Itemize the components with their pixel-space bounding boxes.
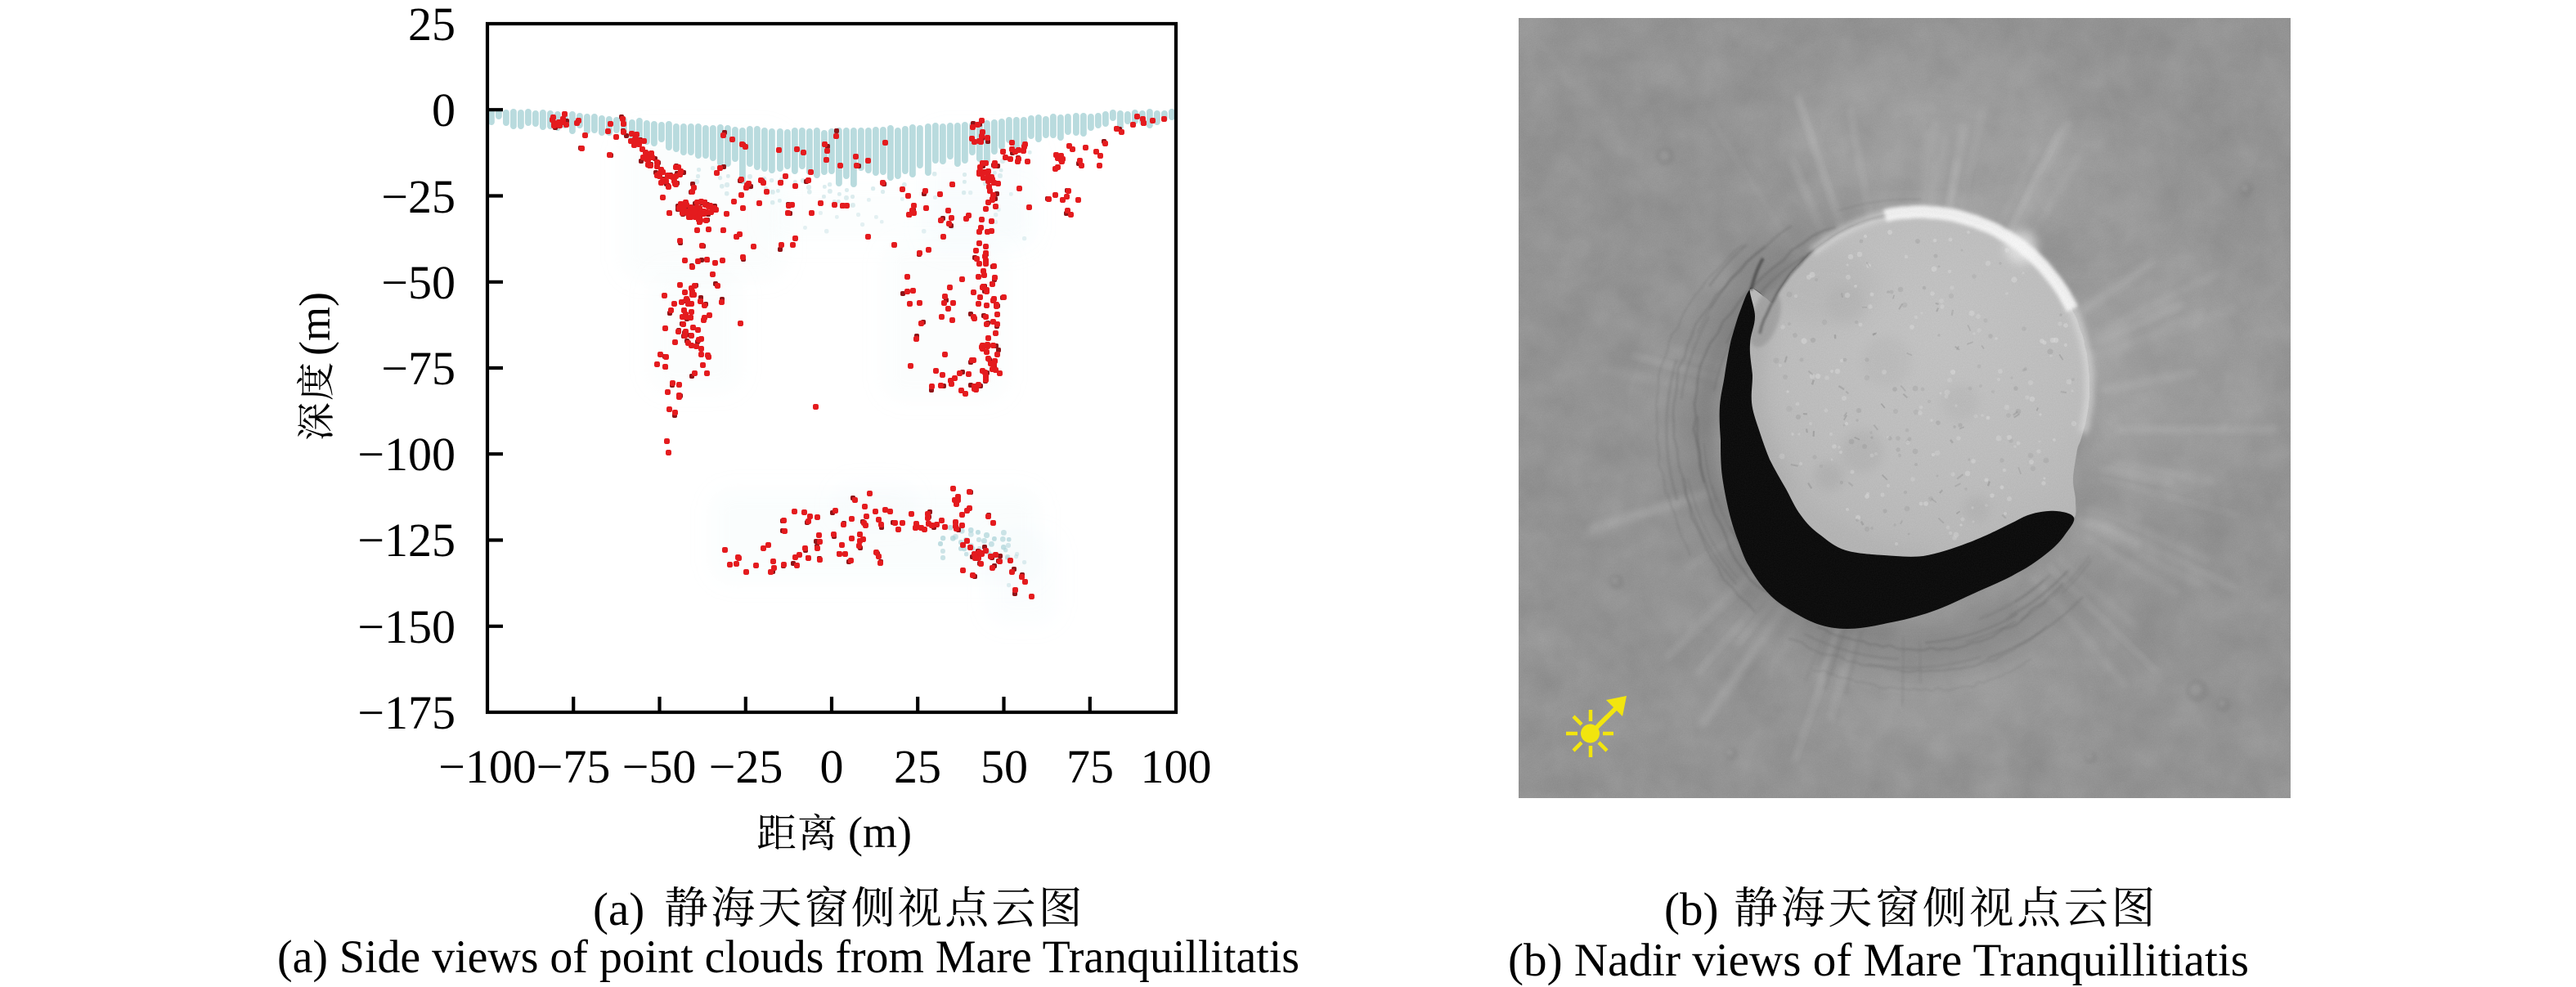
svg-text:(m): (m) <box>290 292 339 356</box>
svg-text:(a) Side views of point clouds: (a) Side views of point clouds from Mare… <box>277 931 1299 983</box>
svg-text:0: 0 <box>432 83 456 137</box>
svg-text:−150: −150 <box>357 600 456 653</box>
svg-text:−175: −175 <box>357 686 456 739</box>
svg-text:(m): (m) <box>848 808 912 857</box>
svg-text:(b) Nadir views of Mare Tranqu: (b) Nadir views of Mare Tranquillitiatis <box>1508 935 2249 986</box>
svg-text:−25: −25 <box>709 740 783 793</box>
svg-text:−25: −25 <box>381 170 456 223</box>
svg-text:100: 100 <box>1141 740 1212 793</box>
svg-text:(a): (a) <box>593 884 644 935</box>
svg-text:−125: −125 <box>357 514 456 567</box>
svg-text:25: 25 <box>894 740 941 793</box>
svg-text:75: 75 <box>1066 740 1114 793</box>
svg-text:(b): (b) <box>1664 884 1718 935</box>
svg-text:−75: −75 <box>536 740 611 793</box>
svg-text:−50: −50 <box>381 256 456 309</box>
svg-text:−100: −100 <box>438 740 536 793</box>
svg-text:50: 50 <box>981 740 1028 793</box>
svg-text:−75: −75 <box>381 342 456 395</box>
svg-text:−100: −100 <box>357 428 456 481</box>
svg-text:0: 0 <box>820 740 844 793</box>
svg-text:25: 25 <box>408 0 456 51</box>
svg-text:−50: −50 <box>622 740 697 793</box>
